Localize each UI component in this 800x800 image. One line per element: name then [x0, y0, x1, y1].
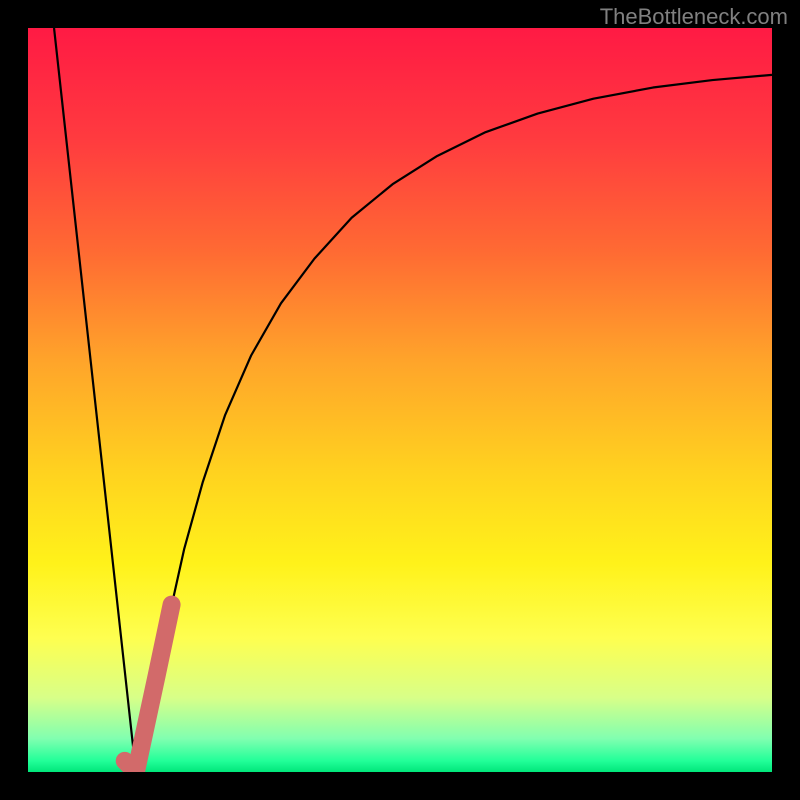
chart-container: TheBottleneck.com [0, 0, 800, 800]
gradient-background [28, 28, 772, 772]
watermark-text: TheBottleneck.com [600, 4, 788, 30]
plot-area [28, 28, 772, 772]
